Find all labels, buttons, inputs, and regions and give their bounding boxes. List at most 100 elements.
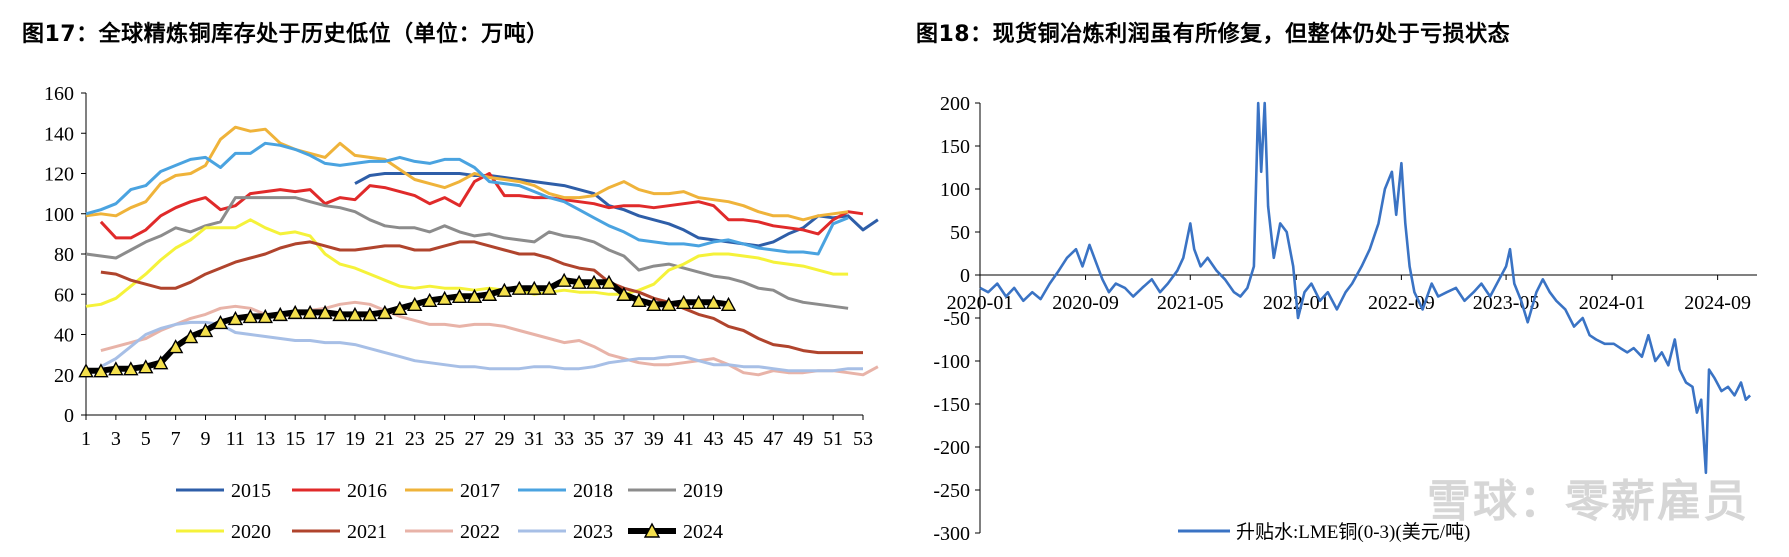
left-series-line-2017 [85,125,849,222]
left-x-tick-label: 33 [554,428,574,450]
right-y-tick-label: 0 [960,265,970,287]
left-series-marker-2024 [690,294,707,309]
left-x-tick-label: 37 [614,428,634,450]
left-series-marker-2024 [182,329,199,344]
left-x-tick-label: 23 [405,428,425,450]
right-y-tick-label: -250 [933,480,970,502]
left-series-marker-2024 [347,306,363,322]
legend-label-2023: 2023 [573,521,613,543]
left-series-line-2021 [100,240,863,355]
left-series-marker-2024 [436,290,453,305]
left-series-line-2020 [85,218,849,308]
right-y-tick-label: -100 [933,351,970,373]
legend-label-2022: 2022 [460,521,500,543]
left-y-tick-label: 120 [44,164,74,186]
legend-label-2021: 2021 [347,521,387,543]
legend-label-2019: 2019 [683,480,723,502]
right-y-tick-label: 150 [940,136,970,158]
left-series-marker-2024 [646,296,662,312]
left-series-marker-2024 [720,296,737,312]
left-x-tick-label: 53 [853,428,873,450]
left-series-marker-2024 [421,292,438,307]
left-series-marker-2024 [153,355,169,370]
left-x-tick-label: 15 [285,428,305,450]
left-series-marker-2024 [541,280,557,295]
legend-label-2024: 2024 [683,521,723,543]
left-series-marker-2024 [556,272,572,287]
left-series-marker-2024 [227,310,244,326]
left-series-marker-2024 [496,282,513,297]
left-x-tick-label: 21 [375,428,395,450]
right-series-line [979,101,1752,475]
right-y-tick-label: 200 [940,93,970,115]
right-x-tick-label: 2023-05 [1473,292,1540,314]
left-series-marker-2024 [601,274,617,289]
left-x-tick-label: 17 [315,428,335,450]
left-y-tick-label: 60 [54,284,74,306]
legend-label-2017: 2017 [460,480,500,502]
left-series-marker-2024 [451,288,468,303]
left-series-marker-2024 [242,308,259,324]
left-y-tick-label: 100 [44,204,74,226]
left-y-tick-label: 40 [54,325,74,347]
left-series-marker-2024 [586,274,602,289]
right-x-tick-label: 2024-01 [1579,292,1646,314]
left-series-marker-2024 [511,280,528,295]
legend-label-2018: 2018 [573,480,613,502]
right-y-tick-label: -200 [933,437,970,459]
left-series-marker-2024 [212,314,229,330]
left-series-line-2018 [85,141,849,256]
left-series-marker-2024 [481,286,498,301]
left-x-tick-label: 9 [201,428,211,450]
left-series-marker-2024 [93,363,109,378]
left-series-marker-2024 [616,286,632,301]
left-series-marker-2024 [407,296,423,312]
left-x-tick-label: 45 [733,428,753,450]
left-series-line-2019 [85,196,849,310]
left-series-marker-2024 [526,280,542,295]
left-x-tick-label: 7 [171,428,181,450]
right-y-tick-label: -50 [943,308,970,330]
left-x-tick-label: 27 [465,428,485,450]
left-x-tick-label: 5 [141,428,151,450]
right-y-tick-label: -300 [933,523,970,545]
legend-marker-2024 [643,522,661,538]
left-x-tick-label: 29 [494,428,514,450]
left-x-tick-label: 49 [793,428,813,450]
left-chart-title: 图17：全球精炼铜库存处于历史低位（单位：万吨） [22,22,549,47]
left-x-tick-label: 13 [255,428,275,450]
left-series-marker-2024 [317,304,333,320]
left-series-marker-2024 [108,361,124,376]
left-x-tick-label: 25 [435,428,455,450]
right-legend-label: 升贴水:LME铜(0-3)(美元/吨) [1236,521,1470,543]
left-x-tick-label: 3 [111,428,121,450]
right-x-tick-label: 2021-05 [1157,292,1224,314]
right-chart-title: 图18：现货铜冶炼利润虽有所修复，但整体仍处于亏损状态 [916,22,1511,47]
left-x-tick-label: 41 [674,428,694,450]
left-x-tick-label: 1 [81,428,91,450]
left-y-tick-label: 20 [54,365,74,387]
left-y-tick-label: 80 [54,244,74,266]
right-y-tick-label: -150 [933,394,970,416]
left-series-marker-2024 [705,294,722,309]
left-series-marker-2024 [362,306,378,322]
left-series-line-2022 [100,300,879,377]
left-x-tick-label: 51 [823,428,843,450]
legend-label-2015: 2015 [231,480,271,502]
left-y-tick-label: 160 [44,83,74,105]
legend-label-2016: 2016 [347,480,387,502]
left-series-marker-2024 [332,306,348,322]
right-x-tick-label: 2020-09 [1052,292,1119,314]
right-y-tick-label: 100 [940,179,970,201]
right-y-tick-label: 50 [950,222,970,244]
left-x-tick-label: 47 [763,428,783,450]
left-x-tick-label: 39 [644,428,664,450]
left-series-marker-2024 [466,288,483,303]
left-x-tick-label: 31 [524,428,544,450]
left-x-tick-label: 11 [226,428,245,450]
left-x-tick-label: 43 [704,428,724,450]
left-series-marker-2024 [287,304,303,320]
left-series-marker-2024 [631,292,647,307]
legend-label-2020: 2020 [231,521,271,543]
